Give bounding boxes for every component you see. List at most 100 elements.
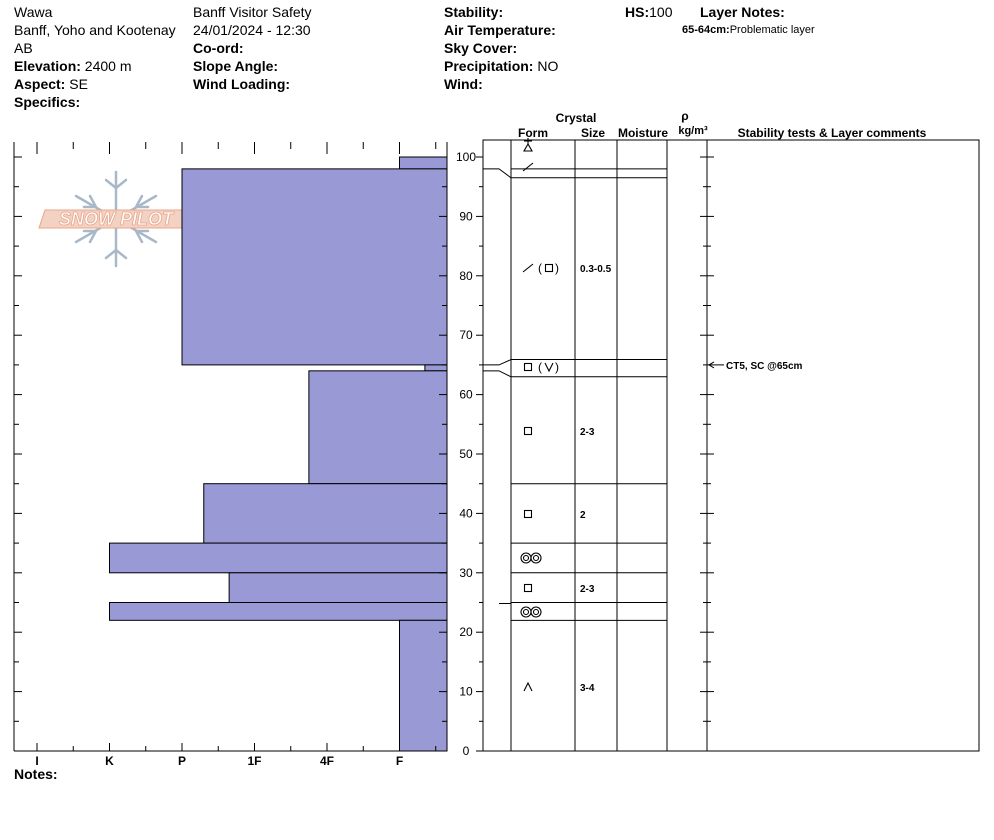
hardness-bar <box>228 572 448 603</box>
hardness-label: P <box>178 754 186 768</box>
coord: Co-ord: <box>193 40 244 56</box>
hardness-label: K <box>105 754 114 768</box>
region: AB <box>14 40 33 56</box>
layer-connector <box>483 370 512 378</box>
symbol-stroke <box>522 554 530 562</box>
height-label: 90 <box>459 209 473 223</box>
symbol-stroke <box>523 362 533 372</box>
decomposing-fragments-icon <box>522 263 534 273</box>
size-header: Size <box>581 126 605 140</box>
height-label: 0 <box>463 744 470 758</box>
slope-angle: Slope Angle: <box>193 58 279 74</box>
symbol-stroke <box>523 583 533 593</box>
location: Banff, Yoho and Kootenay <box>14 22 176 38</box>
air-temperature: Air Temperature: <box>444 22 556 38</box>
height-label: 70 <box>459 328 473 342</box>
grain-size: 3-4 <box>580 683 595 694</box>
sky-cover: Sky Cover: <box>444 40 518 56</box>
height-label: 100 <box>456 150 476 164</box>
faceted-crystals-icon <box>523 362 533 372</box>
height-label: 50 <box>459 447 473 461</box>
depth-hoar-icon <box>523 681 533 692</box>
symbol-stroke <box>532 554 540 562</box>
symbol-stroke <box>523 426 533 436</box>
form-header: Form <box>518 126 548 140</box>
height-label: 30 <box>459 566 473 580</box>
wind-loading: Wind Loading: <box>193 76 291 92</box>
stability: Stability: <box>444 4 504 20</box>
layer-connector <box>483 168 512 179</box>
paren-open: ( <box>538 261 542 275</box>
symbol-stroke <box>530 606 542 618</box>
height-label: 80 <box>459 269 473 283</box>
height-label: 60 <box>459 388 473 402</box>
layer-connector <box>483 359 512 366</box>
stability-test-label: CT5, SC @65cm <box>726 361 803 372</box>
density-symbol: ρ <box>681 109 688 123</box>
hardness-bar <box>109 602 448 621</box>
symbol-stroke <box>522 608 530 616</box>
precipitation: Precipitation: NO <box>444 58 559 74</box>
hardness-label: F <box>396 754 403 768</box>
height-label: 10 <box>459 685 473 699</box>
stability-test-arrowhead <box>708 361 715 369</box>
hardness-label: 1F <box>247 754 261 768</box>
hardness-bar <box>308 370 448 485</box>
hardness-label: 4F <box>320 754 334 768</box>
grain-size: 2-3 <box>580 584 595 595</box>
melt-forms-icon <box>520 552 542 564</box>
layer-note: 65-64cm:Problematic layer <box>682 24 815 36</box>
hardness-bar <box>203 483 448 544</box>
faceted-crystals-icon <box>523 509 533 519</box>
logo-text: SNOW PILOT <box>59 209 175 229</box>
symbol-stroke <box>523 142 533 152</box>
specifics: Specifics: <box>14 94 81 110</box>
grain-size: 2 <box>580 510 586 521</box>
height-label: 20 <box>459 625 473 639</box>
symbol-stroke <box>530 552 542 564</box>
hardness-bar <box>181 168 448 366</box>
symbol-stroke <box>520 606 532 618</box>
symbol-stroke <box>544 263 554 273</box>
hardness-bar <box>109 542 448 574</box>
hardness-label: I <box>35 754 38 768</box>
faceted-crystals-icon <box>523 583 533 593</box>
snowpilot-logo: SNOW PILOT <box>38 170 193 268</box>
grain-size: 0.3-0.5 <box>580 264 612 275</box>
aspect: Aspect: SE <box>14 76 88 92</box>
paren-close: ) <box>555 261 559 275</box>
symbol-stroke <box>522 162 534 172</box>
paren-close: ) <box>555 360 559 374</box>
hardness-bar <box>399 619 448 752</box>
organization: Banff Visitor Safety <box>193 4 312 20</box>
elevation: Elevation: 2400 m <box>14 58 132 74</box>
observer-name: Wawa <box>14 4 53 20</box>
symbol-stroke <box>544 362 554 373</box>
symbol-stroke <box>532 608 540 616</box>
precipitation-particles-icon <box>523 138 533 152</box>
melt-forms-icon <box>520 606 542 618</box>
layer-table <box>482 139 980 752</box>
symbol-stroke <box>523 509 533 519</box>
moisture-header: Moisture <box>618 126 668 140</box>
grain-size: 2-3 <box>580 427 595 438</box>
paren-open: ( <box>538 360 542 374</box>
layer-notes-title: Layer Notes: <box>700 4 785 20</box>
crystal-header: Crystal <box>556 111 597 125</box>
wind: Wind: <box>444 76 483 92</box>
decomposing-fragments-icon <box>522 162 534 172</box>
faceted-crystals-icon <box>544 263 554 273</box>
notes: Notes: <box>14 766 58 782</box>
symbol-stroke <box>522 263 534 273</box>
density-header: kg/m³ <box>678 125 708 137</box>
hardness-bar <box>424 364 448 372</box>
observation-datetime: 24/01/2024 - 12:30 <box>193 22 311 38</box>
symbol-stroke <box>523 681 533 692</box>
hardness-bar <box>399 156 448 170</box>
symbol-stroke <box>520 552 532 564</box>
height-label: 40 <box>459 506 473 520</box>
surface-hoar-icon <box>544 362 554 373</box>
comments-header: Stability tests & Layer comments <box>738 126 927 140</box>
faceted-crystals-icon <box>523 426 533 436</box>
